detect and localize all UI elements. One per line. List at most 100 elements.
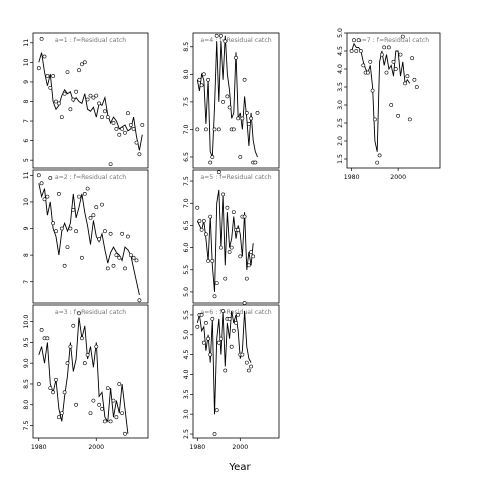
data-point [210, 155, 215, 159]
panel-frame [192, 32, 280, 169]
x-tick-label: 2000 [232, 444, 248, 451]
data-point [54, 99, 58, 104]
panel-frame [192, 169, 280, 304]
data-point [48, 386, 53, 391]
data-point [214, 281, 219, 286]
data-point [238, 155, 243, 159]
x-tick-label: 1980 [344, 174, 360, 181]
data-point [384, 70, 389, 75]
y-tick-label: 8 [23, 99, 30, 103]
y-tick-label: 4.5 [183, 350, 190, 360]
data-point [242, 301, 247, 305]
data-point [216, 127, 221, 132]
data-point [134, 258, 139, 263]
data-point [82, 191, 87, 196]
data-point [221, 309, 226, 313]
panel-a4: a=4 : f=Residual catch 6.5 7.0 7.5 8.0 8.5 [183, 32, 280, 169]
data-point [212, 127, 217, 132]
data-point [74, 402, 79, 407]
data-point [218, 245, 223, 250]
data-point [216, 340, 221, 345]
data-point [407, 117, 412, 122]
data-point [57, 101, 61, 106]
data-point [120, 126, 125, 131]
data-point [128, 253, 133, 258]
data-point [389, 103, 394, 107]
data-point [223, 39, 228, 44]
y-tick-label: 7.0 [183, 124, 190, 134]
data-point [108, 162, 113, 167]
data-point [199, 227, 204, 232]
data-point [398, 52, 403, 57]
data-point [203, 320, 208, 325]
data-point [386, 45, 391, 50]
data-point [227, 105, 232, 110]
data-point [214, 33, 219, 38]
data-point [54, 229, 58, 234]
data-point [214, 408, 219, 413]
data-point [195, 127, 200, 132]
y-tick-label: 4.0 [183, 369, 190, 379]
data-point [120, 231, 125, 236]
data-point [218, 33, 223, 38]
y-tick-label: 5.0 [337, 28, 344, 38]
data-point [51, 74, 56, 78]
data-point [218, 336, 223, 341]
y-tick-label: 5.0 [183, 330, 190, 340]
data-point [206, 258, 211, 263]
y-tick-label: 10 [23, 198, 30, 206]
data-point [400, 34, 405, 39]
data-point [59, 115, 64, 120]
data-point [249, 116, 254, 121]
y-tick-label: 8.5 [23, 379, 30, 389]
data-point [62, 263, 67, 268]
data-point [65, 361, 70, 366]
data-point [225, 205, 230, 210]
fitted-line [351, 42, 411, 152]
data-point [236, 227, 241, 232]
data-point [128, 123, 133, 127]
data-point [59, 411, 64, 416]
fitted-line [196, 35, 258, 158]
data-point [42, 54, 47, 59]
data-point [105, 266, 110, 271]
data-point [51, 221, 56, 226]
data-point [123, 431, 127, 436]
data-point [108, 419, 113, 424]
data-point [94, 205, 99, 210]
panel-a2: a=2 : f=Residual catch 7 8 9 10 11 [23, 169, 149, 304]
y-tick-label: 4.5 [337, 46, 344, 56]
y-tick-label: 5 [23, 158, 30, 162]
y-tick-label: 3.0 [337, 100, 344, 110]
data-point [412, 77, 417, 82]
data-point [201, 72, 206, 77]
data-point [199, 83, 204, 88]
data-point [210, 316, 215, 321]
data-point [65, 70, 70, 75]
panel-frame [32, 304, 149, 439]
data-point [48, 85, 53, 90]
data-point [111, 121, 116, 125]
y-tick-label: 5.5 [183, 265, 190, 275]
y-tick-label: 8.5 [183, 42, 190, 52]
x-axis-label: Year [228, 462, 251, 473]
data-point [82, 60, 87, 65]
y-tick-label: 10.0 [23, 315, 30, 329]
panel-frame [32, 169, 149, 304]
data-point [249, 250, 254, 254]
data-point [108, 231, 113, 236]
data-point [45, 194, 50, 199]
data-point [117, 132, 122, 137]
data-point [114, 415, 119, 420]
data-point [68, 226, 73, 231]
data-point [111, 398, 116, 403]
data-point [208, 352, 213, 357]
data-point [414, 85, 419, 89]
data-point [39, 37, 44, 41]
y-tick-label: 3.5 [337, 82, 344, 92]
data-point [203, 232, 208, 237]
data-point [39, 181, 44, 186]
y-tick-label: 11 [23, 39, 30, 47]
y-tick-label: 7 [23, 119, 30, 123]
